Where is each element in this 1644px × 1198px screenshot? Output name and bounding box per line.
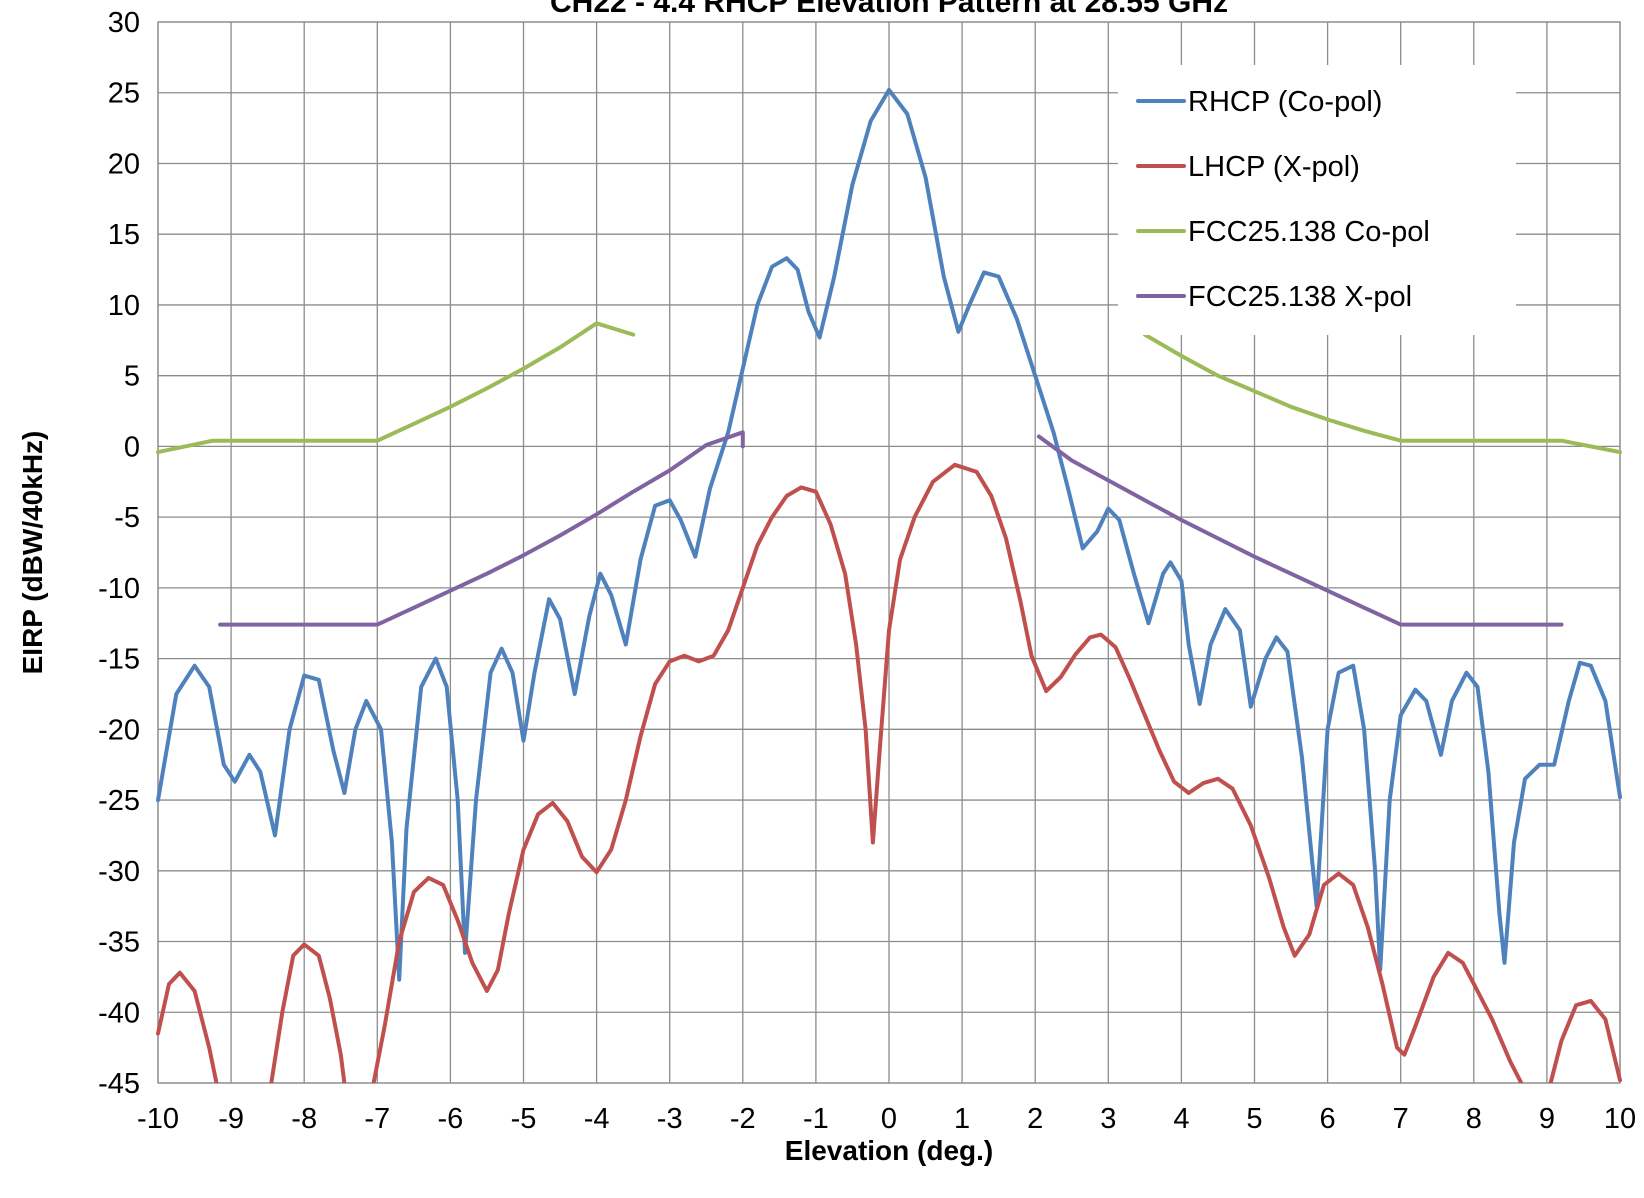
series-line-lhcp-x-pol (156, 462, 1622, 1083)
y-tick-label: -5 (114, 502, 140, 534)
x-tick-label: -4 (584, 1103, 610, 1135)
y-tick-label: 0 (124, 431, 140, 463)
legend-label: RHCP (Co-pol) (1188, 86, 1382, 118)
series-group (156, 87, 1622, 1083)
x-tick-label: -8 (291, 1103, 317, 1135)
x-tick-label: 0 (881, 1103, 897, 1135)
series-line-rhcp-co-pol (156, 87, 1622, 982)
y-tick-label: -40 (98, 997, 140, 1029)
legend-label: FCC25.138 Co-pol (1188, 216, 1430, 248)
y-tick-label: -35 (98, 927, 140, 959)
x-tick-label: 9 (1539, 1103, 1555, 1135)
x-tick-label: 3 (1100, 1103, 1116, 1135)
x-tick-label: -9 (218, 1103, 244, 1135)
plot-area-frame (157, 21, 1621, 1084)
y-tick-label: 25 (108, 78, 140, 110)
x-tick-label: 8 (1466, 1103, 1482, 1135)
x-axis-title: Elevation (deg.) (785, 1135, 993, 1166)
x-tick-label: -10 (137, 1103, 179, 1135)
x-tick-label: 7 (1393, 1103, 1409, 1135)
y-tick-label: 5 (124, 361, 140, 393)
y-tick-label: 15 (108, 219, 140, 251)
y-tick-label: -10 (98, 573, 140, 605)
x-tick-label: 2 (1027, 1103, 1043, 1135)
y-axis-tick-labels: 30 25 20 15 10 5 0 -5 -10 -15 -20 -25 -30 -35 -40 -45 (98, 7, 140, 1100)
y-tick-label: -45 (98, 1068, 140, 1100)
x-tick-label: -1 (803, 1103, 829, 1135)
x-tick-label: 1 (954, 1103, 970, 1135)
legend-label: LHCP (X-pol) (1188, 151, 1360, 183)
y-tick-label: -25 (98, 785, 140, 817)
x-tick-label: 4 (1173, 1103, 1189, 1135)
legend: RHCP (Co-pol) LHCP (X-pol) FCC25.138 Co-po… (1118, 65, 1516, 335)
x-tick-label: -7 (364, 1103, 390, 1135)
y-tick-label: -30 (98, 856, 140, 888)
y-axis-title: EIRP (dBW/40kHz) (17, 431, 48, 675)
y-tick-label: -15 (98, 644, 140, 676)
y-tick-label: 20 (108, 148, 140, 180)
x-tick-label: 10 (1604, 1103, 1636, 1135)
legend-label: FCC25.138 X-pol (1188, 281, 1412, 313)
x-tick-label: 5 (1246, 1103, 1262, 1135)
y-tick-label: 30 (108, 7, 140, 39)
series-line-fcc25-138-x-pol (218, 430, 1564, 627)
y-tick-label: -20 (98, 714, 140, 746)
x-axis-tick-labels: -10 -9 -8 -7 -6 -5 -4 -3 -2 -1 0 1 2 3 4 5 6 7 8 9 10 (137, 1103, 1636, 1135)
x-tick-label: -5 (511, 1103, 537, 1135)
x-tick-label: -3 (657, 1103, 683, 1135)
chart-title: CH22 - 4.4 RHCP Elevation Pattern at 28.… (550, 0, 1228, 19)
series-line-fcc25-138-co-pol (156, 321, 1622, 455)
legend-box (1118, 65, 1516, 335)
x-tick-label: 6 (1320, 1103, 1336, 1135)
y-tick-label: 10 (108, 290, 140, 322)
x-tick-label: -2 (730, 1103, 756, 1135)
x-tick-label: -6 (438, 1103, 464, 1135)
